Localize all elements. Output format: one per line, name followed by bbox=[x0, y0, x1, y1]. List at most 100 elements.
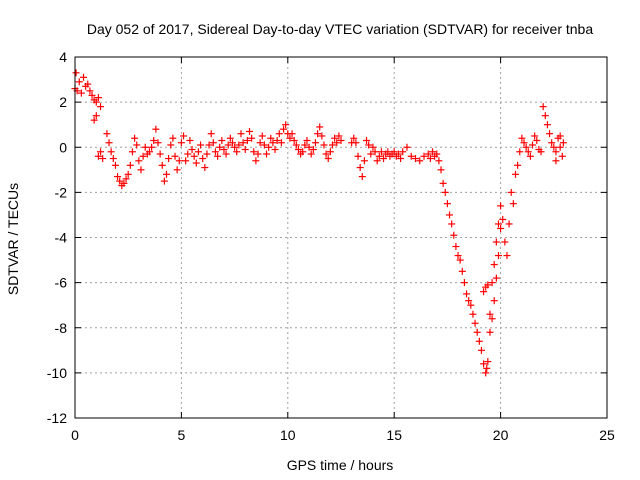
data-point bbox=[477, 346, 485, 354]
data-point bbox=[237, 130, 245, 138]
data-point bbox=[320, 141, 328, 149]
data-point bbox=[411, 155, 419, 163]
data-point bbox=[490, 297, 498, 305]
data-point bbox=[473, 328, 481, 336]
data-point bbox=[248, 134, 256, 142]
data-point bbox=[454, 252, 462, 260]
data-point bbox=[120, 179, 128, 187]
data-point bbox=[90, 116, 98, 124]
data-point bbox=[182, 157, 190, 165]
data-point bbox=[369, 143, 377, 151]
data-point bbox=[254, 150, 262, 158]
data-point bbox=[505, 220, 513, 228]
data-point bbox=[471, 319, 479, 327]
data-point bbox=[484, 358, 492, 366]
data-point bbox=[99, 155, 107, 163]
data-point bbox=[354, 152, 362, 160]
data-point bbox=[180, 132, 188, 140]
data-point bbox=[426, 155, 434, 163]
data-point bbox=[224, 141, 232, 149]
y-tick-label: -2 bbox=[55, 184, 68, 200]
data-point bbox=[483, 364, 491, 372]
axis-ticks: 0 5 10 15 20 25 -12 -10 -8 -6 -4 -2 0 2 4 bbox=[47, 49, 615, 443]
data-point bbox=[558, 152, 566, 160]
data-point bbox=[509, 200, 517, 208]
data-point bbox=[318, 132, 326, 140]
data-point bbox=[407, 152, 415, 160]
data-point bbox=[97, 148, 105, 156]
data-point bbox=[86, 87, 94, 95]
data-point bbox=[518, 134, 526, 142]
data-point bbox=[92, 112, 100, 120]
data-point bbox=[533, 136, 541, 144]
data-point bbox=[158, 161, 166, 169]
data-point bbox=[488, 279, 496, 287]
data-point bbox=[150, 136, 158, 144]
data-point bbox=[484, 281, 492, 289]
data-point bbox=[211, 148, 219, 156]
data-point bbox=[133, 141, 141, 149]
data-point bbox=[373, 157, 381, 165]
data-point bbox=[250, 148, 258, 156]
data-point bbox=[207, 130, 215, 138]
y-tick-label: -12 bbox=[47, 410, 67, 426]
data-point bbox=[205, 141, 213, 149]
data-point bbox=[75, 78, 83, 86]
x-tick-label: 25 bbox=[599, 427, 615, 443]
data-point bbox=[109, 155, 117, 163]
data-point bbox=[497, 202, 505, 210]
data-point bbox=[154, 139, 162, 147]
data-point bbox=[458, 267, 466, 275]
data-point bbox=[501, 238, 509, 246]
data-point bbox=[322, 150, 330, 158]
data-point bbox=[156, 150, 164, 158]
data-point bbox=[433, 150, 441, 158]
data-point bbox=[365, 141, 373, 149]
data-point bbox=[286, 134, 294, 142]
data-point bbox=[488, 315, 496, 323]
data-point bbox=[256, 139, 264, 147]
data-point bbox=[128, 148, 136, 156]
data-point bbox=[490, 261, 498, 269]
data-point bbox=[307, 150, 315, 158]
data-point bbox=[160, 177, 168, 185]
data-point bbox=[235, 141, 243, 149]
data-point bbox=[452, 243, 460, 251]
data-point bbox=[311, 139, 319, 147]
data-point bbox=[116, 177, 124, 185]
data-point bbox=[492, 238, 500, 246]
data-point bbox=[203, 150, 211, 158]
data-point bbox=[303, 136, 311, 144]
data-point bbox=[399, 148, 407, 156]
data-point bbox=[543, 121, 551, 129]
data-point bbox=[290, 136, 298, 144]
data-point bbox=[492, 274, 500, 282]
data-point bbox=[243, 136, 251, 144]
data-point bbox=[107, 148, 115, 156]
y-tick-label: -8 bbox=[55, 320, 68, 336]
data-point bbox=[126, 161, 134, 169]
y-tick-label: 4 bbox=[59, 49, 67, 65]
data-point bbox=[559, 139, 567, 147]
data-point bbox=[497, 224, 505, 232]
data-point bbox=[152, 125, 160, 133]
data-point bbox=[241, 146, 249, 154]
data-point bbox=[486, 310, 494, 318]
data-point bbox=[494, 220, 502, 228]
data-point bbox=[394, 150, 402, 158]
data-point bbox=[173, 166, 181, 174]
data-point bbox=[514, 161, 522, 169]
data-point bbox=[124, 170, 132, 178]
data-point bbox=[384, 148, 392, 156]
data-point bbox=[377, 148, 385, 156]
data-point bbox=[397, 155, 405, 163]
data-point bbox=[331, 134, 339, 142]
data-point bbox=[541, 112, 549, 120]
data-point bbox=[231, 143, 239, 151]
data-point bbox=[371, 148, 379, 156]
data-point bbox=[288, 130, 296, 138]
data-point bbox=[245, 127, 253, 135]
data-point bbox=[507, 188, 515, 196]
data-point bbox=[218, 136, 226, 144]
data-point bbox=[337, 136, 345, 144]
